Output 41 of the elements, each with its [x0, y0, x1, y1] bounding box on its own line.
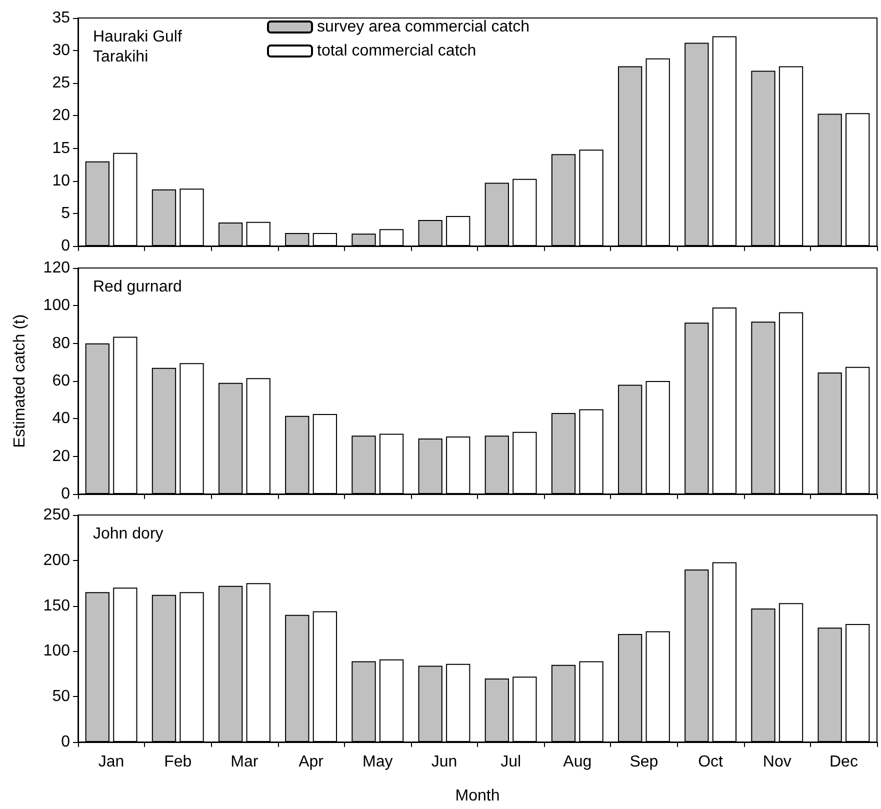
- x-tick-label: Jun: [431, 754, 458, 770]
- y-tick-label: 0: [61, 734, 70, 750]
- y-tick-label: 200: [43, 552, 70, 569]
- x-tick-label: Feb: [164, 754, 192, 770]
- legend-label: total commercial catch: [317, 42, 476, 60]
- x-tick-label: May: [362, 754, 393, 770]
- y-tick-label: 80: [52, 334, 70, 352]
- y-tick-label: 0: [61, 486, 70, 502]
- text: Red gurnard: [93, 278, 182, 296]
- x-tick-label: Dec: [829, 754, 858, 770]
- text: John dory: [93, 526, 164, 542]
- legend-label: survey area commercial catch: [317, 18, 530, 36]
- y-tick-label: 0: [61, 238, 70, 254]
- text: Tarakihi: [93, 48, 148, 66]
- x-tick-label: Nov: [762, 754, 792, 770]
- text: Hauraki Gulf: [93, 28, 182, 46]
- y-tick-label: 250: [43, 506, 70, 524]
- y-tick-label: 10: [52, 172, 70, 190]
- y-tick-label: 35: [52, 10, 70, 26]
- y-tick-label: 100: [43, 642, 70, 660]
- x-tick-label: Apr: [298, 754, 324, 770]
- x-tick-label: Jan: [98, 754, 124, 770]
- y-tick-label: 30: [52, 42, 70, 60]
- y-tick-label: 100: [43, 297, 70, 314]
- y-tick-label: 50: [52, 688, 70, 706]
- x-tick-label: Mar: [230, 754, 259, 770]
- y-tick-label: 150: [43, 597, 70, 614]
- y-tick-label: 25: [52, 74, 70, 92]
- x-tick-label: Sep: [630, 754, 658, 770]
- x-tick-label: Oct: [698, 754, 724, 770]
- x-axis-title: Month: [455, 788, 500, 804]
- y-tick-label: 20: [52, 448, 70, 465]
- y-tick-label: 60: [52, 372, 70, 390]
- y-axis-title: Estimated catch (t): [12, 314, 28, 448]
- x-tick-label: Aug: [563, 754, 592, 770]
- y-tick-label: 15: [52, 140, 70, 157]
- y-tick-label: 20: [52, 107, 70, 124]
- y-tick-label: 5: [61, 204, 70, 222]
- y-tick-label: 120: [43, 260, 70, 276]
- x-tick-label: Jul: [500, 754, 522, 770]
- y-tick-label: 40: [52, 410, 70, 428]
